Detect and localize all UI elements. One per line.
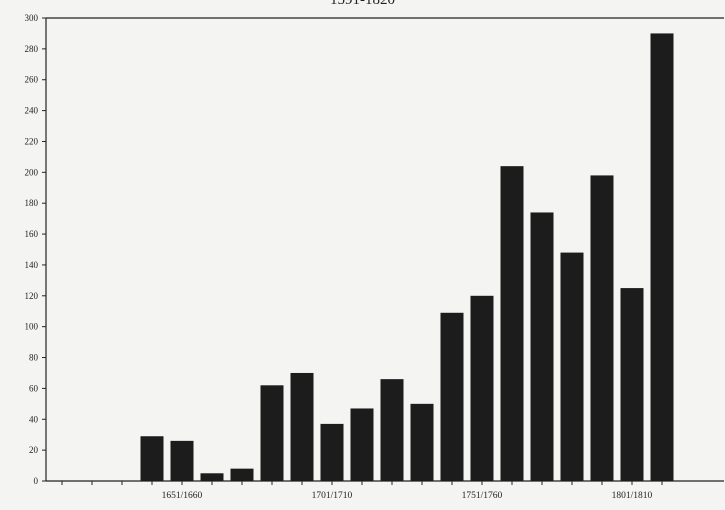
x-tick-label: 1801/1810 bbox=[612, 491, 653, 501]
y-tick-label: 160 bbox=[25, 229, 39, 239]
x-tick-label: 1751/1760 bbox=[462, 491, 503, 501]
y-tick-label: 60 bbox=[29, 383, 39, 393]
bar-1691-1700 bbox=[290, 372, 314, 481]
y-ticks: 0 20 40 60 80 100 120 140 160 180 200 220 240 260 280 3… bbox=[25, 13, 46, 486]
bar-1781-1790 bbox=[560, 252, 584, 481]
bar-1671-1680 bbox=[230, 468, 254, 481]
y-tick-label: 240 bbox=[25, 106, 39, 116]
y-tick-label: 200 bbox=[25, 167, 39, 177]
y-tick-label: 120 bbox=[25, 291, 39, 301]
y-tick-label: 280 bbox=[25, 44, 39, 54]
y-tick-label: 100 bbox=[25, 322, 39, 332]
bar-1771-1780 bbox=[530, 212, 554, 481]
bar-1801-1810 bbox=[620, 288, 644, 481]
bar-1681-1690 bbox=[260, 385, 284, 481]
chart-title: 1591-1820 bbox=[330, 0, 395, 8]
bar-1811-1820 bbox=[650, 33, 674, 481]
bar-1651-1660 bbox=[170, 440, 194, 481]
y-tick-label: 80 bbox=[29, 353, 39, 363]
bar-1741-1750 bbox=[440, 312, 464, 481]
y-tick-label: 0 bbox=[34, 476, 39, 486]
y-tick-label: 300 bbox=[25, 13, 39, 23]
bar-1661-1670 bbox=[200, 473, 224, 481]
bar-1731-1740 bbox=[410, 403, 434, 481]
bar-1641-1650 bbox=[140, 436, 164, 481]
bar-1721-1730 bbox=[380, 379, 404, 481]
y-tick-label: 180 bbox=[25, 198, 39, 208]
y-tick-label: 20 bbox=[29, 445, 39, 455]
y-tick-label: 220 bbox=[25, 136, 39, 146]
bar-1711-1720 bbox=[350, 408, 374, 481]
bar-1701-1710 bbox=[320, 423, 344, 481]
x-tick-label: 1701/1710 bbox=[312, 491, 353, 501]
y-tick-label: 140 bbox=[25, 260, 39, 270]
y-tick-label: 40 bbox=[29, 414, 39, 424]
bar-1761-1770 bbox=[500, 166, 524, 481]
bars bbox=[140, 33, 674, 482]
x-ticks: 1651/1660 1701/1710 1751/1760 1801/1810 bbox=[61, 481, 663, 501]
y-tick-label: 260 bbox=[25, 75, 39, 85]
x-tick-label: 1651/1660 bbox=[162, 491, 203, 501]
bar-1791-1800 bbox=[590, 175, 614, 482]
bar-1751-1760 bbox=[470, 295, 494, 481]
